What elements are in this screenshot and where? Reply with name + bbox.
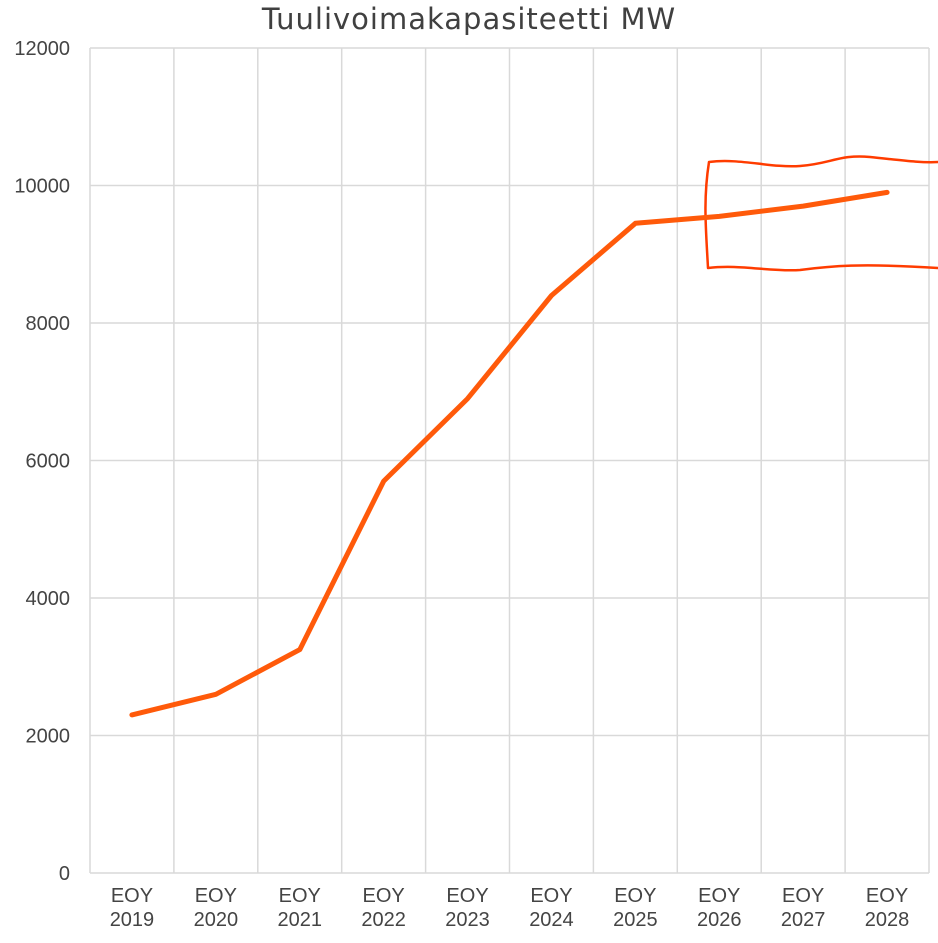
y-tick-label: 6000 bbox=[26, 451, 71, 473]
x-tick-label: EOY 2028 bbox=[864, 885, 910, 931]
x-tick-label: EOY 2023 bbox=[445, 885, 490, 931]
y-tick-label: 12000 bbox=[14, 38, 70, 60]
grid bbox=[89, 47, 930, 874]
y-tick-label: 4000 bbox=[26, 588, 71, 610]
x-tick-label: EOY 2019 bbox=[109, 885, 155, 931]
y-tick-label: 8000 bbox=[26, 313, 71, 335]
data-line bbox=[129, 189, 890, 718]
hand-drawn-annotation bbox=[704, 155, 938, 272]
x-tick-label: EOY 2025 bbox=[613, 885, 658, 931]
x-tick-label: EOY 2026 bbox=[697, 885, 742, 931]
x-tick-label: EOY 2027 bbox=[780, 885, 826, 931]
x-tick-label: EOY 2022 bbox=[361, 885, 406, 931]
y-tick-label: 10000 bbox=[14, 176, 70, 198]
x-tick-label: EOY 2021 bbox=[277, 885, 323, 931]
y-tick-label: 0 bbox=[59, 863, 70, 885]
x-tick-label: EOY 2020 bbox=[193, 885, 239, 931]
x-tick-label: EOY 2024 bbox=[529, 885, 574, 931]
y-tick-label: 2000 bbox=[26, 726, 71, 748]
chart-title: Tuulivoimakapasiteetti MW bbox=[261, 2, 677, 36]
